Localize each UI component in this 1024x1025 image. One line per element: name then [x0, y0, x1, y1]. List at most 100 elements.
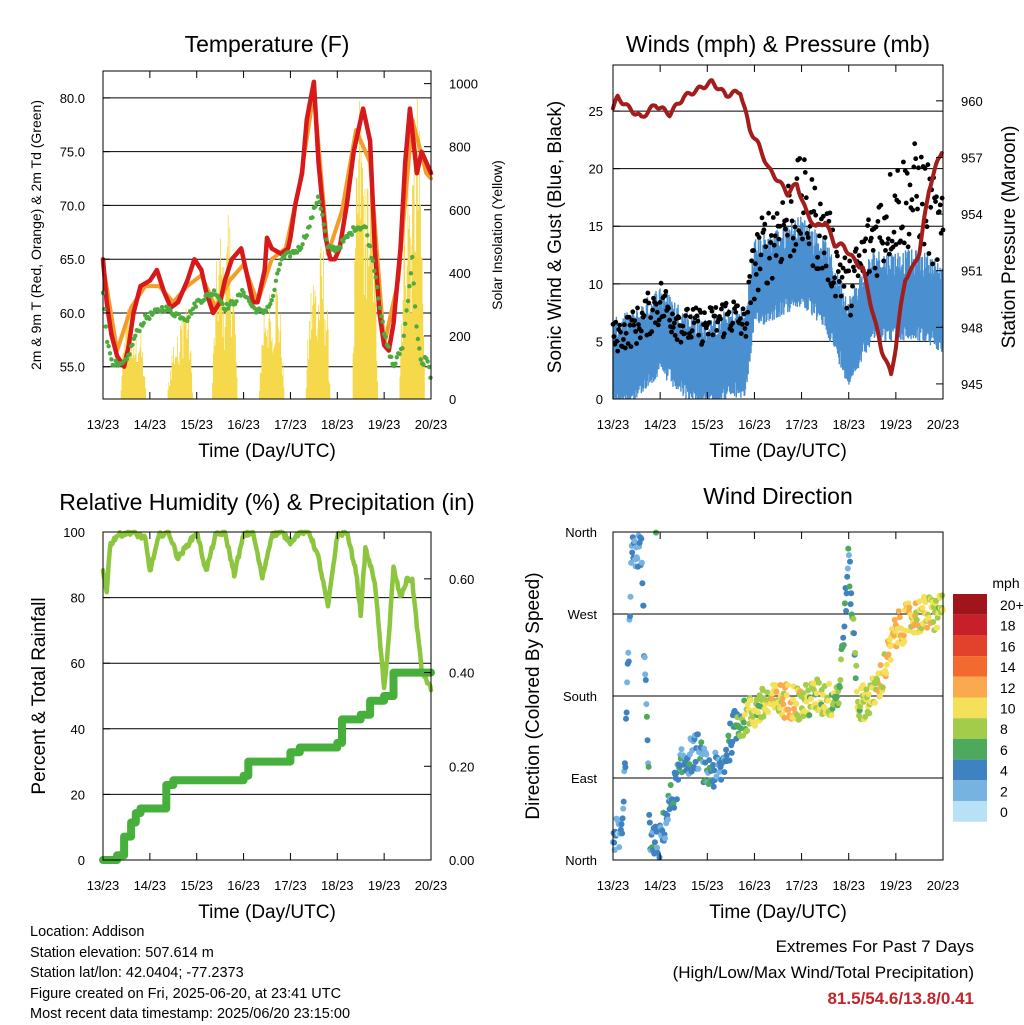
temperature-ylabel: 2m & 9m T (Red, Orange) & 2m Td (Green): [28, 100, 44, 370]
x-tick-label: 13/23: [597, 417, 630, 432]
gust-point: [868, 235, 874, 241]
gust-point: [889, 238, 895, 244]
dewpoint-point: [383, 334, 388, 339]
direction-point: [642, 671, 649, 678]
gust-point: [887, 172, 893, 177]
direction-point: [654, 849, 661, 856]
temperature-ticks: 55.0 60.0 65.0 70.0 75.0 80.0 0 200 400 600 800 100…: [60, 71, 478, 432]
gust-point: [657, 299, 663, 305]
winds-y2label: Station Pressure (Maroon): [999, 126, 1020, 349]
direction-point: [754, 709, 761, 716]
dewpoint-point: [380, 319, 385, 324]
gust-point: [666, 305, 671, 311]
direction-point: [779, 695, 786, 702]
legend-label: 6: [1000, 742, 1008, 758]
direction-point: [631, 538, 638, 544]
x-tick-label: 14/23: [644, 878, 677, 893]
direction-point: [930, 619, 937, 625]
gust-point: [911, 164, 917, 170]
gust-point: [907, 182, 913, 188]
direction-point: [638, 535, 645, 542]
y2-tick-label: 600: [449, 203, 471, 218]
direction-point: [853, 662, 860, 669]
x-tick-label: 16/23: [227, 878, 260, 893]
dewpoint-point: [394, 355, 399, 360]
gust-point: [742, 326, 748, 331]
gust-point: [933, 199, 938, 205]
gust-point: [757, 266, 763, 272]
dewpoint-point: [211, 288, 217, 293]
direction-point: [918, 625, 925, 632]
gust-point: [772, 233, 778, 239]
station-elevation: Station elevation: 507.614 m: [30, 944, 214, 961]
gust-point: [834, 249, 839, 255]
extremes-block: Extremes For Past 7 Days (High/Low/Max W…: [673, 934, 974, 1012]
dewpoint-point: [408, 271, 414, 276]
direction-point: [813, 690, 820, 697]
gust-point: [893, 242, 899, 247]
gust-point: [756, 235, 762, 240]
gust-point: [853, 246, 859, 252]
y2-tick-label: 951: [961, 264, 983, 279]
x-tick-label: 17/23: [274, 417, 307, 432]
humidity-series: [100, 529, 434, 693]
x-tick-label: 17/23: [785, 878, 818, 893]
legend-label: 4: [1000, 763, 1008, 779]
gust-point: [741, 311, 747, 317]
gust-point: [852, 268, 857, 274]
direction-point: [644, 737, 651, 744]
y2-tick-label: 0.40: [449, 666, 474, 681]
gust-point: [913, 156, 919, 162]
gust-point: [667, 317, 672, 323]
solar-insolation-series: [120, 99, 425, 399]
gust-point: [626, 314, 632, 320]
dewpoint-point: [370, 258, 376, 263]
gust-point: [766, 210, 771, 216]
gust-point: [819, 265, 825, 271]
direction-point: [737, 725, 744, 732]
gust-point: [758, 252, 764, 258]
gust-point: [781, 222, 787, 228]
y-tick-label: 100: [63, 525, 85, 540]
direction-point: [695, 765, 702, 772]
winds-plot: [610, 78, 946, 399]
direction-point: [780, 701, 787, 708]
gust-point: [693, 305, 699, 311]
gust-point: [839, 274, 845, 280]
dewpoint-point: [193, 304, 198, 309]
direction-point: [725, 732, 732, 739]
gust-point: [691, 320, 697, 326]
gust-point: [934, 194, 939, 200]
legend-label: 0: [1000, 804, 1008, 820]
gust-point: [637, 335, 643, 341]
direction-point: [667, 782, 674, 788]
extremes-title: Extremes For Past 7 Days: [775, 937, 974, 956]
direction-point: [619, 815, 626, 822]
gust-point: [623, 330, 629, 336]
temp-2m-series: [100, 79, 434, 369]
gust-point: [698, 310, 704, 315]
x-tick-label: 15/23: [691, 417, 724, 432]
gust-point: [780, 200, 786, 206]
direction-point: [896, 614, 903, 621]
direction-point: [843, 590, 850, 597]
winds-frame: [612, 64, 944, 400]
gust-point: [709, 308, 715, 314]
direction-point: [791, 705, 797, 712]
dewpoint-point: [310, 215, 315, 220]
dewpoint-point: [318, 206, 324, 211]
gust-point: [751, 248, 756, 253]
extremes-subtitle: (High/Low/Max Wind/Total Precipitation): [672, 963, 974, 982]
direction-point: [836, 684, 843, 691]
dewpoint-point: [403, 321, 408, 326]
y2-tick-label: 960: [961, 94, 983, 109]
direction-point: [643, 713, 650, 720]
gust-point: [885, 241, 890, 246]
gust-point: [748, 300, 754, 306]
dewpoint-point: [397, 351, 402, 357]
dewpoint-point: [241, 290, 246, 295]
gust-point: [880, 240, 886, 246]
gust-point: [785, 232, 790, 238]
gust-point: [875, 219, 881, 224]
gust-point: [866, 217, 871, 223]
